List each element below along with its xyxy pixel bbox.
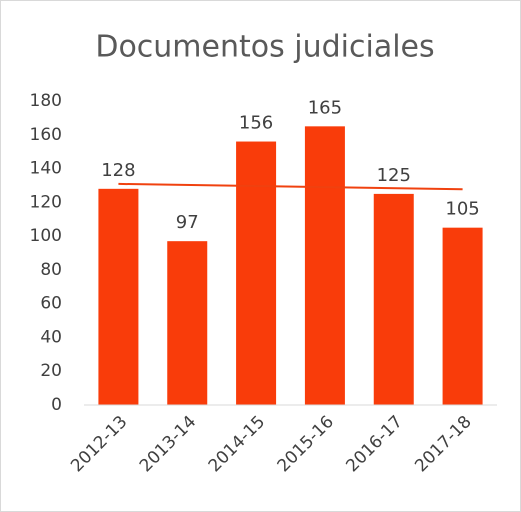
data-label: 156 (239, 113, 273, 134)
trend-line (118, 182, 463, 191)
bar (167, 241, 208, 405)
y-tick-label: 40 (40, 327, 62, 347)
y-tick-label: 180 (30, 91, 62, 111)
y-tick-label: 140 (30, 159, 62, 179)
y-tick-label: 120 (30, 192, 62, 212)
y-tick-label: 160 (30, 125, 62, 145)
data-label: 165 (308, 97, 342, 118)
bar (442, 227, 483, 405)
bar (236, 141, 277, 406)
y-tick-label: 80 (40, 260, 62, 280)
data-label: 125 (377, 165, 411, 186)
data-label: 128 (101, 160, 135, 181)
y-tick-label: 0 (51, 395, 62, 415)
data-label: 105 (445, 199, 479, 220)
chart-title: Documentos judiciales (95, 30, 434, 65)
y-tick-label: 20 (40, 361, 62, 381)
y-tick-label: 60 (40, 294, 62, 314)
bar (304, 126, 345, 405)
data-label: 97 (176, 212, 199, 233)
bar (373, 193, 414, 405)
bar (98, 188, 139, 405)
y-tick-label: 100 (30, 226, 62, 246)
